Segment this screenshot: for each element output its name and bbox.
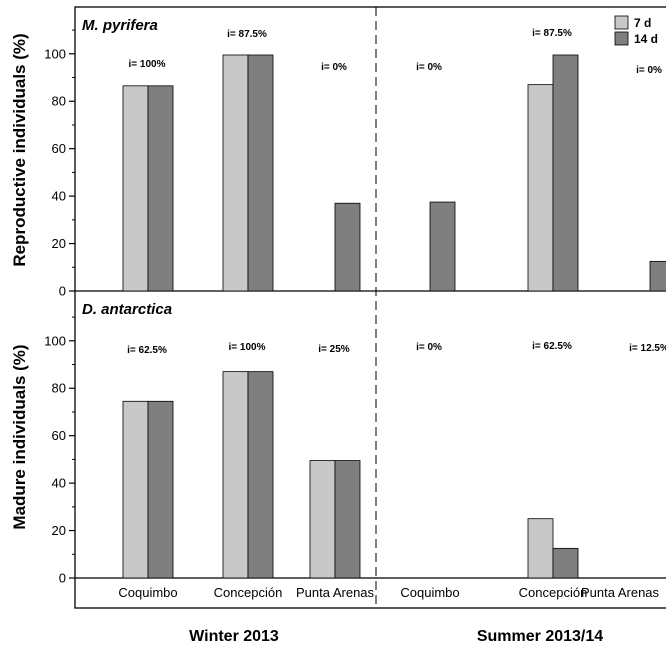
panel-title: D. antarctica <box>82 301 172 318</box>
bar-annotation: i= 0% <box>321 62 347 73</box>
bar-annotation: i= 0% <box>416 62 442 73</box>
x-tick-label: Punta Arenas <box>581 585 660 600</box>
legend: 7 d 14 d <box>614 15 658 46</box>
legend-swatch <box>614 15 629 30</box>
bar <box>527 518 554 579</box>
bar <box>334 460 361 579</box>
bar <box>222 54 249 292</box>
y-tick-label: 80 <box>52 381 66 396</box>
bar <box>552 54 579 292</box>
y-tick-label: 0 <box>59 571 66 586</box>
y-tick-label: 20 <box>52 236 66 251</box>
y-tick-label: 100 <box>44 46 66 61</box>
panel-1: 0 20 40 60 80 100 Reproductive individuals (%)… <box>10 17 666 299</box>
bar-annotation: i= 87.5% <box>227 29 267 40</box>
panel-title: M. pyrifera <box>82 17 158 34</box>
legend-label: 7 d <box>634 16 651 30</box>
bar <box>222 371 249 579</box>
x-tick-label: Concepción <box>214 585 283 600</box>
x-tick-label: Coquimbo <box>400 585 459 600</box>
y-tick-label: 100 <box>44 333 66 348</box>
chart-plot: 0 20 40 60 80 100 Reproductive individuals (%)… <box>10 15 666 645</box>
panel-2: 0 20 40 60 80 100 Madure individuals (%) D. ant… <box>10 301 666 586</box>
bar-annotation: i= 62.5% <box>127 345 167 356</box>
plot-border <box>74 6 666 609</box>
season-label: Winter 2013 <box>189 628 279 645</box>
y-tick-label: 20 <box>52 523 66 538</box>
y-tick-label: 0 <box>59 284 66 299</box>
y-axis-label: Madure individuals (%) <box>10 344 29 529</box>
y-axis-label: Reproductive individuals (%) <box>10 33 29 266</box>
bar-annotation: i= 62.5% <box>532 341 572 352</box>
legend-swatch <box>614 31 629 46</box>
bar-annotation: i= 12.5% <box>629 343 666 354</box>
bar <box>649 260 666 292</box>
bar <box>247 54 274 292</box>
season-label: Summer 2013/14 <box>477 628 603 645</box>
y-tick-label: 40 <box>52 476 66 491</box>
x-tick-label: Punta Arenas <box>296 585 375 600</box>
bar <box>147 400 174 579</box>
bar <box>122 85 149 292</box>
bar-annotation: i= 25% <box>318 344 350 355</box>
x-tick-label: Coquimbo <box>118 585 177 600</box>
y-tick-label: 60 <box>52 141 66 156</box>
bar <box>334 202 361 292</box>
bar <box>552 547 579 579</box>
y-tick-label: 80 <box>52 94 66 109</box>
legend-label: 14 d <box>634 32 658 46</box>
bar-annotation: i= 0% <box>416 342 442 353</box>
y-tick-label: 40 <box>52 189 66 204</box>
bar <box>309 460 336 579</box>
bar <box>247 371 274 579</box>
bar-annotation: i= 87.5% <box>532 28 572 39</box>
x-tick-label: Concepción <box>519 585 588 600</box>
bar-annotation: i= 0% <box>636 65 662 76</box>
bar-annotation: i= 100% <box>229 342 266 353</box>
bar <box>429 201 456 292</box>
bar <box>527 84 554 292</box>
bar <box>122 400 149 579</box>
bar <box>147 85 174 292</box>
y-tick-label: 60 <box>52 428 66 443</box>
bar-annotation: i= 100% <box>129 59 166 70</box>
